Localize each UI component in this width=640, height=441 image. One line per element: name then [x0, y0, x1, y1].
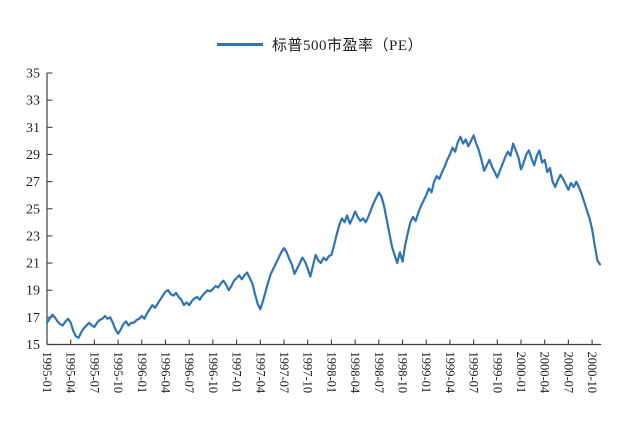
x-tick-label: 1995-10	[111, 352, 125, 394]
x-tick-label: 2000-10	[585, 352, 599, 394]
x-tick-label: 2000-04	[538, 352, 552, 394]
x-tick-label: 1998-01	[324, 352, 338, 394]
y-tick-label: 19	[26, 284, 40, 299]
x-tick-label: 1996-01	[135, 352, 149, 394]
x-tick-label: 1997-10	[301, 352, 315, 394]
x-tick-label: 1998-04	[348, 352, 362, 394]
y-tick-label: 15	[26, 338, 40, 353]
x-tick-label: 1998-10	[396, 352, 410, 394]
y-tick-label: 25	[26, 202, 40, 217]
pe-line-series	[45, 134, 602, 339]
x-tick-label: 1999-01	[419, 352, 433, 394]
x-tick-label: 1998-07	[372, 352, 386, 394]
x-tick-label: 1995-04	[64, 352, 78, 394]
y-tick-label: 33	[26, 94, 40, 109]
x-tick-label: 1996-07	[182, 352, 196, 394]
x-tick-label: 1999-04	[443, 352, 457, 394]
x-tick-label: 1999-10	[490, 352, 504, 394]
x-tick-label: 1997-07	[277, 352, 291, 394]
y-tick-label: 31	[26, 121, 40, 136]
y-tick-label: 23	[26, 229, 40, 244]
legend: 标普500市盈率（PE）	[0, 34, 640, 55]
x-tick-label: 2000-07	[561, 352, 575, 394]
y-tick-label: 27	[26, 175, 40, 190]
legend-line-swatch	[216, 43, 263, 46]
y-tick-label: 35	[26, 67, 40, 82]
y-tick-label: 29	[26, 148, 40, 163]
x-tick-label: 1996-04	[159, 352, 173, 394]
x-tick-label: 1996-10	[206, 352, 220, 394]
x-tick-label: 1997-04	[253, 352, 267, 394]
x-tick-label: 1995-07	[87, 352, 101, 394]
x-tick-label: 1995-01	[40, 352, 54, 394]
x-tick-label: 2000-01	[514, 352, 528, 394]
y-tick-label: 17	[26, 311, 40, 326]
legend-label: 标普500市盈率（PE）	[271, 38, 423, 54]
x-tick-label: 1997-01	[230, 352, 244, 394]
x-tick-label: 1999-07	[467, 352, 481, 394]
y-tick-label: 21	[26, 257, 40, 272]
